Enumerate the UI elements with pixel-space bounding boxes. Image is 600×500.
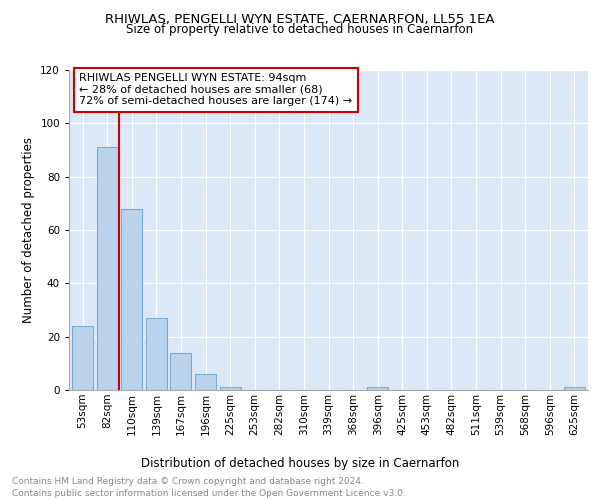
Text: Size of property relative to detached houses in Caernarfon: Size of property relative to detached ho… bbox=[127, 22, 473, 36]
Bar bbox=[367, 388, 388, 390]
Bar bbox=[195, 374, 216, 390]
Bar bbox=[220, 388, 241, 390]
Bar bbox=[72, 326, 93, 390]
Text: Distribution of detached houses by size in Caernarfon: Distribution of detached houses by size … bbox=[141, 458, 459, 470]
Bar bbox=[170, 352, 191, 390]
Bar bbox=[121, 208, 142, 390]
Bar bbox=[146, 318, 167, 390]
Bar bbox=[564, 388, 585, 390]
Text: RHIWLAS PENGELLI WYN ESTATE: 94sqm
← 28% of detached houses are smaller (68)
72%: RHIWLAS PENGELLI WYN ESTATE: 94sqm ← 28%… bbox=[79, 73, 353, 106]
Text: Contains public sector information licensed under the Open Government Licence v3: Contains public sector information licen… bbox=[12, 489, 406, 498]
Text: RHIWLAS, PENGELLI WYN ESTATE, CAERNARFON, LL55 1EA: RHIWLAS, PENGELLI WYN ESTATE, CAERNARFON… bbox=[105, 12, 495, 26]
Y-axis label: Number of detached properties: Number of detached properties bbox=[22, 137, 35, 323]
Text: Contains HM Land Registry data © Crown copyright and database right 2024.: Contains HM Land Registry data © Crown c… bbox=[12, 478, 364, 486]
Bar bbox=[97, 148, 118, 390]
